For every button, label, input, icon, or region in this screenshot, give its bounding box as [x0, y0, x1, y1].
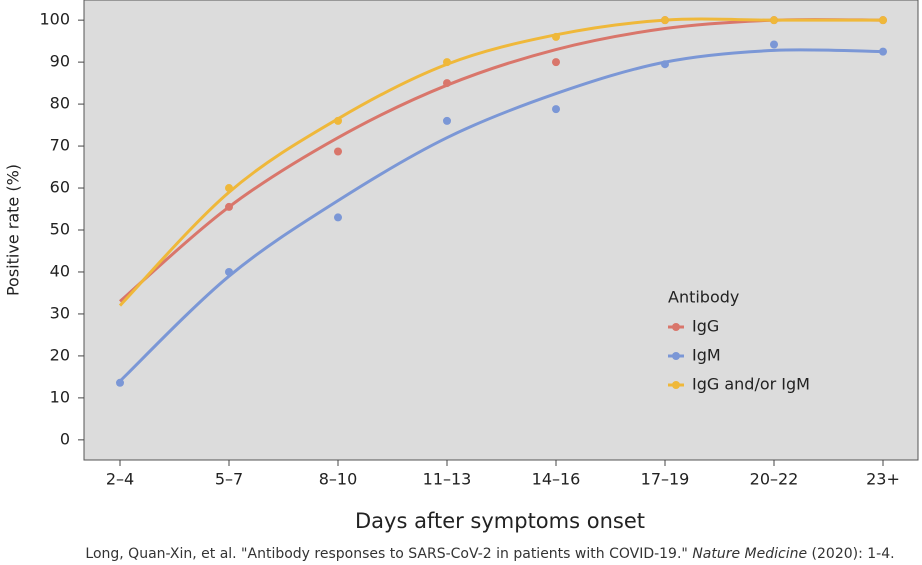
data-point [552, 105, 560, 114]
y-tick-label: 60 [50, 178, 70, 197]
x-tick-label: 8–10 [319, 470, 358, 489]
legend-marker [672, 323, 680, 331]
caption-text: Long, Quan-Xin, et al. "Antibody respons… [85, 546, 692, 562]
legend-marker [672, 381, 680, 389]
plot-panel [83, 0, 919, 461]
legend-label: IgG and/or IgM [692, 375, 810, 394]
legend-label: IgM [692, 346, 721, 365]
caption-journal: Nature Medicine [692, 546, 807, 562]
data-point [443, 79, 451, 88]
x-tick-label: 14–16 [532, 470, 581, 489]
data-point [770, 40, 778, 49]
caption: Long, Quan-Xin, et al. "Antibody respons… [85, 546, 894, 562]
data-point [116, 378, 124, 387]
x-tick-label: 23+ [866, 470, 900, 489]
legend-marker [672, 352, 680, 360]
y-tick-label: 100 [39, 10, 70, 29]
y-axis-label: Positive rate (%) [4, 164, 23, 296]
data-point [225, 267, 233, 276]
y-tick-label: 30 [50, 303, 70, 322]
legend-title: Antibody [668, 288, 739, 307]
data-point [443, 116, 451, 125]
x-tick-label: 5–7 [215, 470, 243, 489]
data-point [443, 58, 451, 67]
x-tick-label: 20–22 [750, 470, 799, 489]
legend-label: IgG [692, 317, 719, 336]
fit-curve [118, 48, 884, 383]
data-point [661, 16, 669, 25]
data-point [770, 16, 778, 25]
y-tick-label: 70 [50, 136, 70, 155]
y-tick-label: 40 [50, 261, 70, 280]
x-tick-label: 17–19 [641, 470, 690, 489]
data-point [334, 147, 342, 156]
y-tick-label: 90 [50, 52, 70, 71]
data-point [225, 184, 233, 193]
x-axis-label: Days after symptoms onset [355, 509, 645, 533]
data-point [879, 47, 887, 56]
y-tick-label: 80 [50, 94, 70, 113]
data-point [552, 58, 560, 67]
x-tick-label: 11–13 [423, 470, 472, 489]
y-tick-label: 0 [60, 429, 70, 448]
data-point [225, 202, 233, 211]
y-tick-label: 50 [50, 220, 70, 239]
data-point [661, 60, 669, 69]
data-point [334, 116, 342, 125]
data-point [334, 213, 342, 222]
caption-text: (2020): 1-4. [807, 546, 895, 562]
x-tick-label: 2–4 [106, 470, 134, 489]
fit-curve [118, 17, 883, 307]
data-point [879, 16, 887, 25]
data-point [552, 32, 560, 41]
y-tick-label: 10 [50, 387, 70, 406]
y-tick-label: 20 [50, 345, 70, 364]
